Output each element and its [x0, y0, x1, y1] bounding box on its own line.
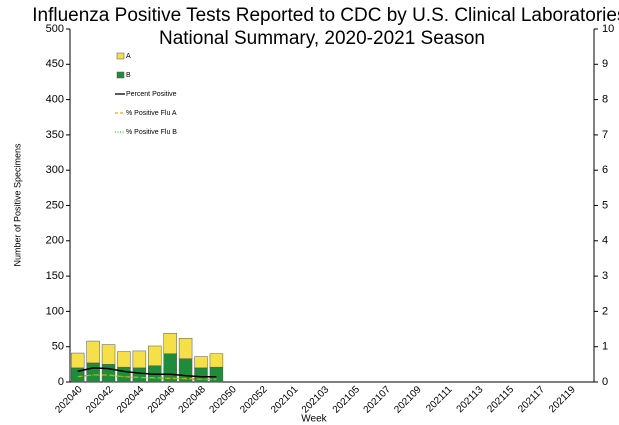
- y-tick-label: 150: [46, 270, 64, 282]
- y2-tick-label: 5: [602, 199, 608, 211]
- bar: [86, 340, 100, 364]
- bar: [101, 364, 116, 383]
- y-tick-label: 350: [46, 129, 64, 141]
- y-tick-label: 500: [46, 23, 64, 35]
- y-tick-label: 300: [46, 164, 64, 176]
- bar: [86, 362, 100, 383]
- x-tick-label: 202117: [516, 384, 547, 415]
- x-tick-label: 202105: [331, 384, 363, 416]
- y-axis-label: Number of Positive Specimens: [12, 143, 22, 267]
- legend-label: % Positive Flu A: [126, 110, 177, 117]
- y-tick-label: 450: [46, 58, 64, 70]
- bar: [132, 350, 147, 369]
- y-tick-label: 400: [46, 94, 64, 106]
- bar: [117, 351, 131, 368]
- bar: [178, 337, 193, 359]
- x-tick-label: 202040: [53, 384, 85, 416]
- x-tick-label: 202046: [146, 384, 178, 416]
- legend-label: B: [126, 72, 131, 79]
- y2-tick-label: 6: [602, 164, 608, 176]
- line-series: [77, 367, 217, 378]
- x-tick-label: 202101: [269, 384, 301, 416]
- y-tick-label: 0: [58, 376, 64, 388]
- y-tick-label: 50: [52, 341, 64, 353]
- y-tick-label: 100: [46, 305, 64, 317]
- legend-label: Percent Positive: [126, 91, 177, 98]
- y2-tick-label: 3: [602, 270, 608, 282]
- bar: [194, 356, 208, 369]
- x-tick-label: 202107: [362, 384, 394, 416]
- y2-tick-label: 4: [602, 235, 608, 247]
- x-tick-label: 202109: [392, 384, 424, 416]
- x-tick-label: 202111: [424, 384, 455, 415]
- chart-title: National Summary, 2020-2021 Season: [159, 28, 485, 49]
- line-series: [77, 374, 217, 381]
- y2-tick-label: 1: [602, 341, 608, 353]
- y2-tick-label: 9: [602, 58, 608, 70]
- x-tick-label: 202119: [547, 384, 578, 415]
- x-tick-label: 202103: [300, 384, 332, 416]
- x-tick-label: 202113: [455, 384, 486, 415]
- bar: [163, 333, 177, 355]
- bar: [209, 353, 224, 368]
- y2-tick-label: 2: [602, 305, 608, 317]
- legend-swatch: [116, 52, 125, 60]
- legend-swatch: [116, 71, 125, 79]
- y2-tick-label: 10: [602, 23, 614, 35]
- chart-title: Influenza Positive Tests Reported to CDC…: [32, 5, 619, 26]
- x-axis-label: Week: [301, 414, 327, 425]
- y-tick-label: 200: [46, 235, 64, 247]
- y2-tick-label: 0: [602, 376, 608, 388]
- y2-tick-label: 8: [602, 94, 608, 106]
- bar: [101, 344, 116, 365]
- x-tick-label: 202042: [84, 384, 116, 416]
- x-tick-label: 202115: [485, 384, 516, 415]
- bar: [70, 352, 85, 369]
- y2-tick-label: 7: [602, 129, 608, 141]
- x-tick-label: 202044: [115, 384, 147, 416]
- bar: [148, 345, 162, 367]
- y-tick-label: 250: [46, 199, 64, 211]
- x-tick-label: 202050: [207, 384, 239, 416]
- x-tick-label: 202048: [177, 384, 209, 416]
- bar: [117, 366, 131, 383]
- legend-label: A: [126, 53, 131, 60]
- bar: [132, 367, 147, 383]
- x-tick-label: 202052: [238, 384, 270, 416]
- legend-label: % Positive Flu B: [126, 129, 177, 136]
